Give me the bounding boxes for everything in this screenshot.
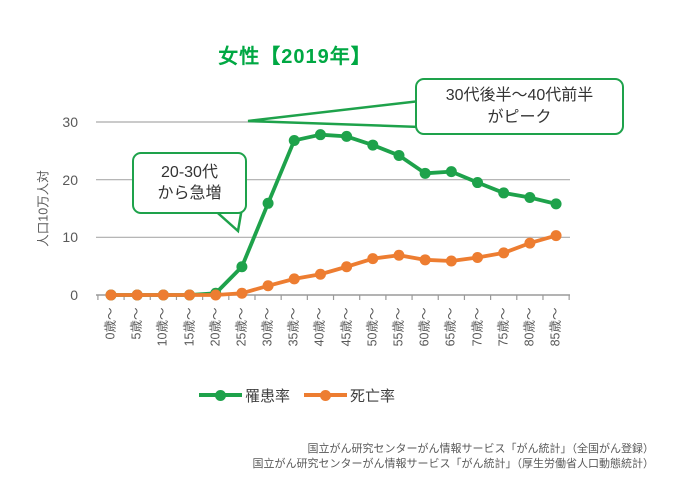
data-point-死亡率-30歳～ [262, 280, 274, 292]
data-point-死亡率-45歳～ [341, 261, 353, 273]
data-point-罹患率-55歳～ [393, 149, 405, 161]
data-point-死亡率-25歳～ [236, 287, 248, 299]
legend-dot-icon [320, 389, 331, 401]
legend-marker-icon [304, 389, 347, 401]
legend-label: 罹患率 [244, 387, 290, 405]
data-point-死亡率-55歳～ [393, 249, 405, 261]
legend-marker-icon [198, 389, 242, 401]
data-point-罹患率-35歳～ [288, 134, 300, 146]
chart-title: 女性【2019年】 [218, 46, 372, 68]
data-point-死亡率-35歳～ [288, 273, 300, 285]
data-point-死亡率-65歳～ [445, 255, 457, 267]
data-point-死亡率-15歳～ [184, 289, 196, 301]
callout-peak-line1: 30代後半～40代前半 [445, 87, 594, 105]
legend-item-罹患率: 罹患率 [198, 385, 290, 406]
data-point-死亡率-60歳～ [419, 254, 431, 266]
data-point-死亡率-70歳～ [472, 252, 484, 264]
data-point-罹患率-85歳～ [550, 198, 562, 210]
data-point-死亡率-0歳～ [105, 289, 117, 301]
data-point-罹患率-65歳～ [445, 166, 457, 178]
callout-peak-tail [247, 99, 422, 129]
y-tick-label-20: 20 [62, 171, 78, 188]
callout-increase-line2: から急増 [157, 185, 222, 202]
legend-dot-icon [214, 389, 226, 401]
data-point-死亡率-40歳～ [314, 268, 326, 280]
data-point-罹患率-60歳～ [419, 167, 431, 179]
y-tick-label-10: 10 [62, 229, 78, 246]
series-line-死亡率 [111, 233, 557, 297]
data-point-死亡率-10歳～ [157, 289, 169, 301]
legend-label: 死亡率 [350, 387, 396, 405]
data-point-死亡率-50歳～ [367, 253, 379, 265]
data-point-罹患率-80歳～ [524, 192, 536, 204]
callout-peak: 30代後半～40代前半 がピーク [415, 78, 624, 135]
callout-increase-line1: 20-30代 [161, 163, 218, 181]
source-credits: 国立がん研究センターがん情報サービス「がん統計」（全国がん登録） 国立がん研究セ… [0, 442, 655, 472]
source-line-1: 国立がん研究センターがん情報サービス「がん統計」（全国がん登録） [307, 443, 655, 455]
y-tick-label-30: 30 [62, 113, 78, 130]
data-point-死亡率-20歳～ [210, 289, 222, 301]
data-point-罹患率-50歳～ [367, 139, 379, 151]
legend-item-死亡率: 死亡率 [304, 385, 395, 406]
data-point-罹患率-40歳～ [314, 129, 326, 141]
source-line-2: 国立がん研究センターがん情報サービス「がん統計」（厚生労働省人口動態統計） [252, 458, 655, 470]
y-tick-label-0: 0 [70, 287, 78, 303]
legend: 罹患率 死亡率 [0, 384, 594, 406]
data-point-罹患率-75歳～ [498, 187, 510, 199]
data-point-死亡率-85歳～ [550, 230, 562, 242]
data-point-死亡率-80歳～ [524, 237, 536, 249]
data-point-罹患率-70歳～ [472, 177, 484, 189]
plot-area [96, 121, 570, 301]
data-point-罹患率-45歳～ [341, 130, 353, 142]
data-point-死亡率-5歳～ [131, 289, 143, 301]
data-point-死亡率-75歳～ [498, 247, 510, 259]
callout-increase: 20-30代 から急増 [132, 152, 247, 214]
data-point-罹患率-30歳～ [262, 197, 274, 209]
callout-peak-line2: がピーク [487, 108, 552, 126]
data-point-罹患率-25歳～ [236, 261, 248, 273]
